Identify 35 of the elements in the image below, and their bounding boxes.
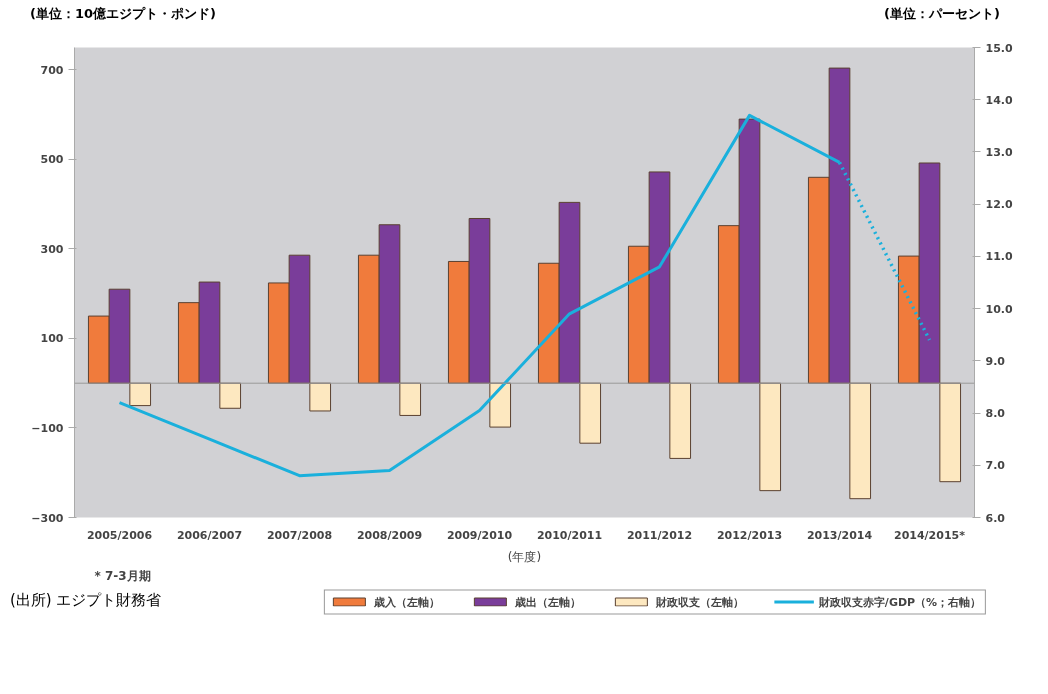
y2-tick-label: 6.0	[985, 511, 1006, 525]
y-tick-label: −100	[31, 421, 64, 435]
y-axis-title: (単位：10億エジプト・ポンド)	[30, 5, 216, 23]
y2-tick-label: 8.0	[985, 406, 1006, 420]
y2-tick-label: 7.0	[985, 458, 1006, 472]
y-tick-label: 500	[40, 152, 64, 166]
legend-label: 歳入（左軸）	[373, 594, 440, 610]
y2-tick-label: 9.0	[985, 354, 1006, 368]
x-tick-label: 2012/2013	[716, 528, 783, 542]
legend-label: 財政収支（左軸）	[655, 594, 744, 610]
x-tick-label: 2008/2009	[356, 528, 423, 542]
y-tick-label: 700	[40, 63, 64, 77]
x-tick-label: 2006/2007	[176, 528, 243, 542]
y2-tick-label: 15.0	[985, 41, 1013, 55]
y-tick-label: 300	[40, 242, 64, 256]
y2-tick-label: 12.0	[985, 197, 1013, 211]
y2-tick-label: 14.0	[985, 93, 1013, 107]
x-axis-title: (年度)	[507, 549, 542, 564]
y2-tick-label: 10.0	[985, 302, 1013, 316]
x-tick-label: 2014/2015*	[894, 528, 966, 542]
y2-axis-title: (単位：パーセント)	[884, 5, 1000, 23]
x-tick-label: 2007/2008	[266, 528, 333, 542]
y-tick-label: −300	[31, 511, 64, 525]
text: * 7-3月期	[94, 568, 151, 583]
x-tick-label: 2011/2012	[626, 528, 693, 542]
y-tick-label: 100	[40, 332, 64, 346]
x-tick-label: 2013/2014	[806, 528, 873, 542]
x-tick-label: 2010/2011	[536, 528, 603, 542]
legend-label: 歳出（左軸）	[514, 594, 581, 610]
y2-tick-label: 13.0	[985, 145, 1013, 159]
y2-tick-label: 11.0	[985, 249, 1013, 263]
text: (出所) エジプト財務省	[10, 589, 162, 611]
x-tick-label: 2005/2006	[86, 528, 153, 542]
legend-label: 財政収支赤字/GDP（%；右軸）	[818, 594, 982, 610]
x-tick-label: 2009/2010	[446, 528, 513, 542]
